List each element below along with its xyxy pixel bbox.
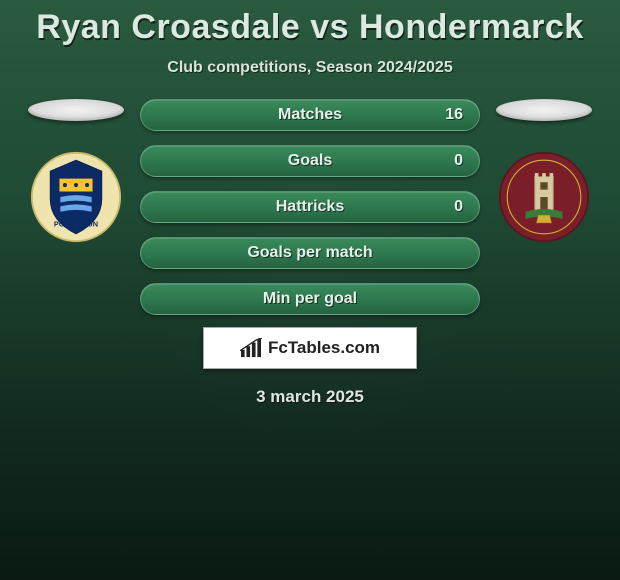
right-player-avatar	[496, 99, 592, 121]
left-club-crest: PORT COUN	[28, 149, 124, 245]
brand-watermark[interactable]: FcTables.com	[203, 327, 417, 369]
page-title: Ryan Croasdale vs Hondermarck	[36, 8, 583, 47]
stat-label: Goals	[288, 152, 332, 170]
left-player-avatar	[28, 99, 124, 121]
stat-row-hattricks: Hattricks 0	[140, 191, 480, 223]
stockport-crest-icon: PORT COUN	[30, 151, 122, 243]
stat-row-matches: Matches 16	[140, 99, 480, 131]
stat-row-gpm: Goals per match	[140, 237, 480, 269]
left-player-col: PORT COUN	[16, 99, 136, 245]
subtitle: Club competitions, Season 2024/2025	[167, 59, 452, 77]
stat-label: Hattricks	[276, 198, 344, 216]
stat-row-mpg: Min per goal	[140, 283, 480, 315]
stat-right-value: 0	[454, 198, 463, 216]
stat-right-value: 0	[454, 152, 463, 170]
northampton-crest-icon	[498, 151, 590, 243]
stat-right-value: 16	[445, 106, 463, 124]
comparison-row: PORT COUN Matches 16 Goals 0 Hattricks 0	[0, 99, 620, 315]
bar-chart-icon	[240, 338, 262, 358]
stat-label: Min per goal	[263, 290, 357, 308]
date-label: 3 march 2025	[256, 387, 364, 407]
stats-column: Matches 16 Goals 0 Hattricks 0 Goals per…	[136, 99, 484, 315]
stat-label: Matches	[278, 106, 342, 124]
stat-label: Goals per match	[247, 244, 372, 262]
stat-row-goals: Goals 0	[140, 145, 480, 177]
right-club-crest	[496, 149, 592, 245]
brand-text: FcTables.com	[268, 338, 380, 358]
right-player-col	[484, 99, 604, 245]
svg-text:PORT COUN: PORT COUN	[54, 219, 98, 228]
